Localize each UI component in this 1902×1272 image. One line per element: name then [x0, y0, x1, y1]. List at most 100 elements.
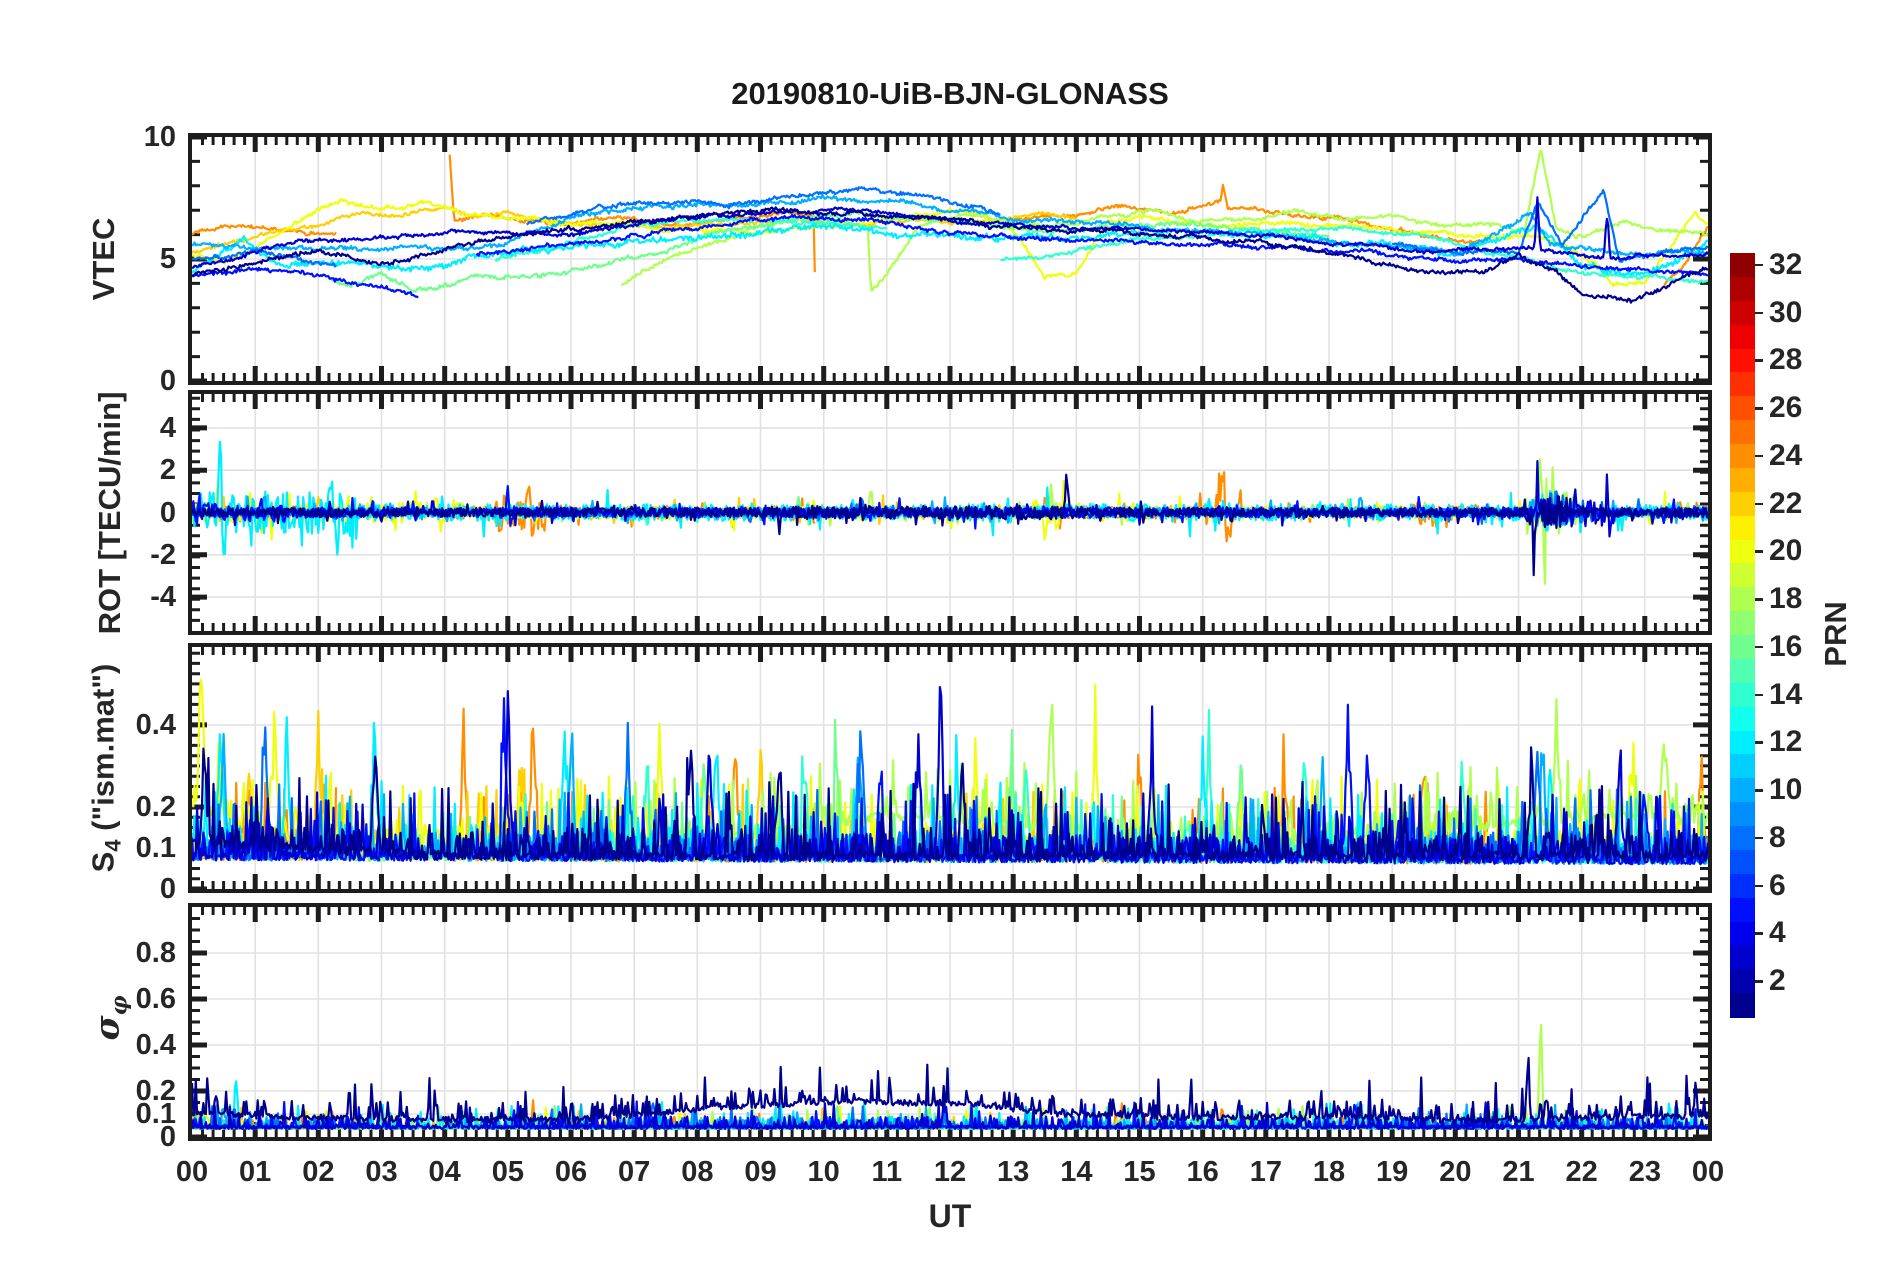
colorbar-band-prn-9: [1730, 802, 1755, 827]
rot-y-tick-label: -4: [150, 581, 176, 614]
rot-y-tick-label: 0: [159, 496, 176, 529]
colorbar-tick-label-6: 6: [1769, 868, 1786, 902]
rot-y-tick-label: -2: [150, 538, 176, 571]
colorbar-tick: [1755, 836, 1763, 840]
colorbar-tick-label-12: 12: [1769, 725, 1803, 759]
vtec-minor-ticks: [192, 137, 1708, 381]
x-tick-label-12-12: 12: [933, 1156, 967, 1188]
colorbar-tick-label-10: 10: [1769, 773, 1803, 807]
x-tick-label-05-5: 05: [491, 1156, 524, 1188]
vtec-major-ticks: [192, 137, 1708, 381]
colorbar-tick: [1755, 311, 1763, 315]
x-tick-label-14-14: 14: [1060, 1156, 1093, 1188]
sigmaphi-y-tick-label: 0.1: [135, 1098, 176, 1130]
colorbar-tick-label-28: 28: [1769, 343, 1803, 377]
s4-y-tick-label: 0.4: [135, 708, 176, 741]
vtec-series-prn-1: [192, 206, 1708, 304]
vtec-y-tick-label: 10: [143, 121, 176, 153]
rot-y-tick-label: 2: [159, 454, 176, 487]
colorbar-band-prn-3: [1730, 945, 1755, 970]
s4-y-tick-label: 0: [159, 873, 176, 905]
colorbar-band-prn-15: [1730, 658, 1755, 684]
colorbar-tick: [1755, 789, 1763, 792]
x-tick-label-16-16: 16: [1186, 1156, 1219, 1188]
colorbar-band-prn-23: [1730, 467, 1755, 493]
x-tick-label-02-2: 02: [302, 1156, 335, 1188]
vtec-series-prn-14: [1000, 225, 1708, 285]
x-tick-label-23-23: 23: [1628, 1156, 1661, 1188]
colorbar-band-prn-11: [1730, 754, 1755, 779]
x-tick-label-20-20: 20: [1439, 1156, 1472, 1188]
colorbar-band-prn-26: [1730, 396, 1755, 421]
x-tick-label-15-15: 15: [1123, 1156, 1156, 1188]
colorbar-band-prn-16: [1730, 635, 1755, 660]
colorbar-band-prn-1: [1730, 993, 1755, 1018]
colorbar-band-prn-4: [1730, 921, 1755, 946]
vtec-series-prn-5: [475, 214, 1708, 277]
colorbar-band-prn-14: [1730, 682, 1755, 708]
sigmaphi-series-prn-1: [192, 1056, 1708, 1125]
colorbar-band-prn-2: [1730, 969, 1755, 994]
colorbar-tick: [1755, 645, 1763, 649]
colorbar-band-prn-20: [1730, 539, 1755, 564]
colorbar-band-prn-24: [1730, 444, 1755, 469]
sigmaphi-y-tick-label: 0.4: [135, 1029, 176, 1061]
vtec-y-tick-label: 0: [159, 365, 176, 397]
vtec-plot-area: [192, 137, 1708, 381]
colorbar-band-prn-32: [1730, 253, 1755, 278]
x-tick-label-09-9: 09: [744, 1156, 777, 1188]
colorbar-tick-label-20: 20: [1769, 534, 1803, 568]
colorbar-tick-label-8: 8: [1769, 820, 1786, 854]
colorbar-band-prn-30: [1730, 300, 1755, 326]
colorbar-band-prn-27: [1730, 372, 1755, 397]
colorbar-tick-label-4: 4: [1769, 916, 1786, 950]
x-tick-label-01-1: 01: [239, 1156, 272, 1188]
colorbar-tick: [1755, 263, 1763, 267]
colorbar-tick: [1755, 693, 1763, 697]
x-tick-label-03-3: 03: [365, 1156, 398, 1188]
sigmaphi-y-tick-label: 0.8: [135, 937, 176, 969]
sigma-phi-panel: [188, 903, 1712, 1141]
colorbar-band-prn-31: [1730, 276, 1755, 302]
colorbar-tick: [1755, 550, 1763, 553]
x-tick-label-19-19: 19: [1376, 1156, 1409, 1188]
colorbar-tick: [1755, 884, 1763, 888]
colorbar-tick-label-16: 16: [1769, 629, 1803, 663]
x-tick-label-08-8: 08: [681, 1156, 714, 1188]
x-tick-label-17-17: 17: [1249, 1156, 1282, 1188]
colorbar-tick: [1755, 598, 1763, 601]
colorbar-band-prn-25: [1730, 420, 1755, 445]
colorbar-band-prn-6: [1730, 873, 1755, 899]
sigmaphi-y-tick-label: 0: [159, 1121, 176, 1153]
colorbar-band-prn-7: [1730, 849, 1755, 875]
x-tick-label-13-13: 13: [997, 1156, 1030, 1188]
colorbar-band-prn-29: [1730, 324, 1755, 349]
x-tick-label-18-18: 18: [1312, 1156, 1346, 1188]
vtec-series-prn-20: [192, 198, 1708, 288]
x-tick-label-00-24: 00: [1691, 1156, 1725, 1188]
sigmaphi-y-tick-label: 0.6: [135, 983, 176, 1015]
vtec-series-prn-24: [192, 223, 337, 237]
vtec-series-prn-8: [192, 248, 337, 268]
sigmaphi-gridlines: [192, 907, 1708, 1137]
x-axis-label: UT: [928, 1198, 972, 1234]
colorbar-tick-label-22: 22: [1769, 486, 1803, 520]
vtec-series-prn-8: [526, 186, 1001, 226]
x-tick-label-07-7: 07: [618, 1156, 651, 1188]
colorbar-tick: [1755, 741, 1763, 744]
prn-colorbar: [1730, 253, 1755, 1018]
vtec-panel: [188, 133, 1712, 385]
sigmaphi-plot-area: [192, 907, 1708, 1137]
colorbar-band-prn-18: [1730, 587, 1755, 612]
vtec-series-prn-5: [192, 266, 419, 299]
x-tick-label-21-21: 21: [1502, 1156, 1535, 1188]
rot-y-tick-label: 4: [159, 411, 176, 444]
colorbar-band-prn-28: [1730, 348, 1755, 373]
colorbar-tick-label-24: 24: [1769, 438, 1803, 472]
colorbar-tick-label-26: 26: [1769, 391, 1803, 425]
x-tick-label-00-0: 00: [175, 1156, 209, 1188]
colorbar-band-prn-13: [1730, 706, 1755, 731]
vtec-y-tick-label: 5: [159, 243, 176, 275]
colorbar-band-prn-5: [1730, 897, 1755, 922]
x-tick-label-11-11: 11: [871, 1156, 903, 1188]
